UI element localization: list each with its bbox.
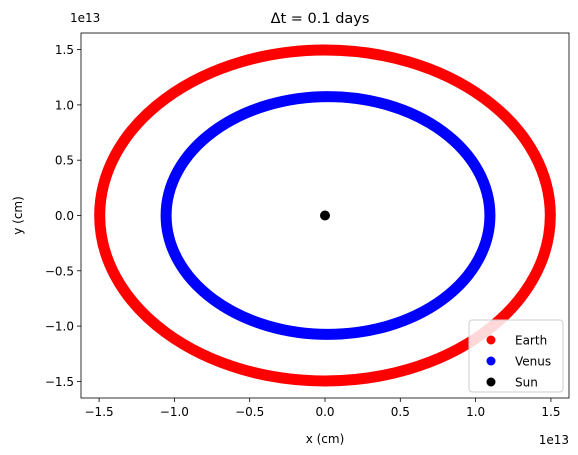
chart-title: Δt = 0.1 days xyxy=(271,11,370,27)
y-tick-label: 0.5 xyxy=(55,154,74,168)
x-offset-label: 1e13 xyxy=(539,433,569,447)
legend-marker-sun xyxy=(486,377,496,387)
x-tick-label: −1.0 xyxy=(160,405,189,419)
x-tick-label: 1.0 xyxy=(466,405,485,419)
venus-orbit xyxy=(160,91,496,340)
x-axis-ticks: −1.5 −1.0 −0.5 0.0 0.5 1.0 1.5 xyxy=(85,398,560,419)
legend-marker-earth xyxy=(486,335,496,345)
legend-label-earth: Earth xyxy=(515,334,547,348)
y-tick-label: 1.0 xyxy=(55,98,74,112)
x-axis-label: x (cm) xyxy=(306,432,345,446)
series-layer xyxy=(94,44,556,387)
sun-point xyxy=(320,210,330,221)
y-tick-label: 1.5 xyxy=(55,43,74,57)
legend: Earth Venus Sun xyxy=(468,319,564,393)
y-offset-label: 1e13 xyxy=(70,11,100,25)
legend-items: Earth Venus Sun xyxy=(486,334,551,390)
y-tick-label: −0.5 xyxy=(45,264,74,278)
y-axis-ticks: −1.5 −1.0 −0.5 0.0 0.5 1.0 1.5 xyxy=(45,43,81,389)
x-tick-label: 0.0 xyxy=(315,405,334,419)
x-tick-label: −1.5 xyxy=(85,405,114,419)
y-tick-label: −1.5 xyxy=(45,375,74,389)
legend-marker-venus xyxy=(486,356,496,366)
x-tick-label: 0.5 xyxy=(391,405,410,419)
legend-label-sun: Sun xyxy=(515,376,538,390)
y-tick-label: 0.0 xyxy=(55,209,74,223)
y-axis-label: y (cm) xyxy=(11,196,25,235)
x-tick-label: −0.5 xyxy=(235,405,264,419)
y-tick-label: −1.0 xyxy=(45,320,74,334)
earth-orbit xyxy=(94,44,556,387)
legend-label-venus: Venus xyxy=(515,355,551,369)
x-tick-label: 1.5 xyxy=(541,405,560,419)
